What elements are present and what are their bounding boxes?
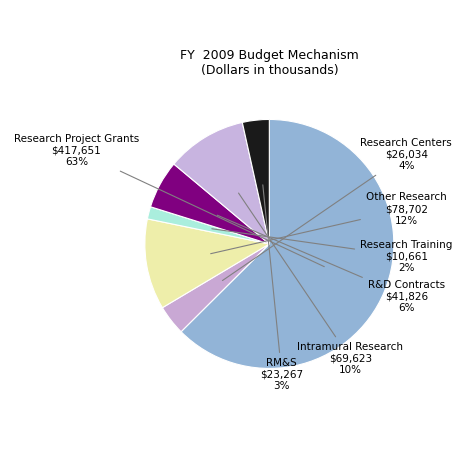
Text: RM&S
$23,267
3%: RM&S $23,267 3% <box>260 185 302 391</box>
Text: R&D Contracts
$41,826
6%: R&D Contracts $41,826 6% <box>217 215 444 313</box>
Wedge shape <box>174 123 269 244</box>
Text: Research Project Grants
$417,651
63%: Research Project Grants $417,651 63% <box>14 134 324 267</box>
Wedge shape <box>162 244 269 332</box>
Text: Intramural Research
$69,623
10%: Intramural Research $69,623 10% <box>238 193 403 375</box>
Title: FY  2009 Budget Mechanism
(Dollars in thousands): FY 2009 Budget Mechanism (Dollars in tho… <box>179 49 358 77</box>
Text: Research Training
$10,661
2%: Research Training $10,661 2% <box>211 229 452 273</box>
Wedge shape <box>181 119 393 369</box>
Text: Research Centers
$26,034
4%: Research Centers $26,034 4% <box>222 138 451 281</box>
Wedge shape <box>150 164 269 244</box>
Wedge shape <box>147 207 269 244</box>
Wedge shape <box>145 219 269 308</box>
Wedge shape <box>242 119 269 244</box>
Text: Other Research
$78,702
12%: Other Research $78,702 12% <box>210 193 446 254</box>
